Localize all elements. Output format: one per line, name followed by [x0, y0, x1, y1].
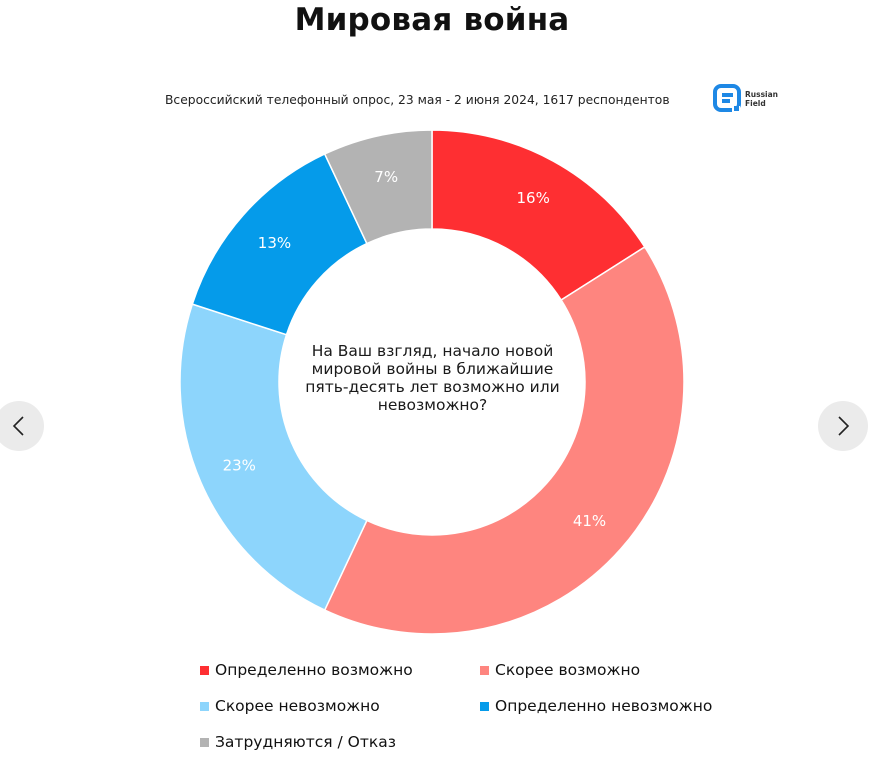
- logo-line-2: Field: [745, 99, 766, 108]
- legend-item: Скорее возможно: [480, 660, 640, 680]
- slice-data-label: 16%: [516, 189, 549, 207]
- legend-item: Определенно возможно: [200, 660, 413, 680]
- chevron-right-icon: [838, 416, 850, 436]
- chevron-left-icon: [12, 416, 24, 436]
- legend-label: Определенно невозможно: [495, 697, 713, 715]
- legend-label: Скорее возможно: [495, 661, 641, 679]
- chart-subtitle: Всероссийский телефонный опрос, 23 мая -…: [165, 93, 670, 107]
- legend-swatch: [200, 701, 209, 711]
- donut-slice: [431, 129, 646, 302]
- russian-field-logo: Russian Field: [713, 84, 785, 116]
- slice-data-label: 41%: [573, 512, 606, 530]
- donut-slice: [323, 129, 433, 245]
- legend-label: Определенно возможно: [215, 661, 413, 679]
- chart-legend: Определенно возможно Скорее возможно Ско…: [200, 660, 760, 770]
- logo-mark-icon: [713, 84, 741, 112]
- slice-data-label: 13%: [258, 234, 291, 252]
- page-title: Мировая война: [294, 2, 570, 38]
- slice-data-label: 23%: [223, 456, 256, 474]
- legend-label: Затрудняются / Отказ: [215, 733, 396, 751]
- logo-text: Russian Field: [745, 90, 778, 108]
- slice-data-label: 7%: [374, 168, 398, 186]
- donut-slice: [323, 245, 685, 635]
- legend-label: Скорее невозможно: [215, 697, 380, 715]
- legend-swatch: [200, 737, 209, 747]
- legend-item: Затрудняются / Отказ: [200, 732, 396, 752]
- legend-swatch: [480, 701, 489, 711]
- legend-swatch: [200, 665, 209, 675]
- donut-slice: [179, 303, 368, 612]
- next-slide-button[interactable]: [818, 401, 868, 451]
- donut-center-question: На Ваш взгляд, начало новой мировой войн…: [305, 342, 560, 414]
- logo-line-1: Russian: [745, 90, 779, 99]
- legend-item: Скорее невозможно: [200, 696, 380, 716]
- legend-swatch: [480, 665, 489, 675]
- legend-item: Определенно невозможно: [480, 696, 712, 716]
- previous-slide-button[interactable]: [0, 401, 44, 451]
